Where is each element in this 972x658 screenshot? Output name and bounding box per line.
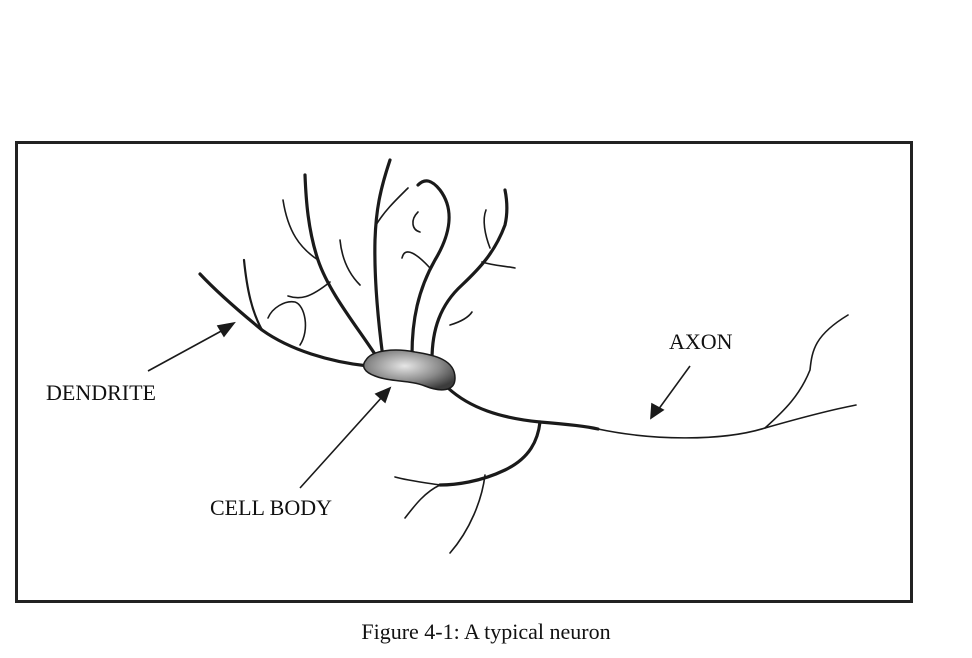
dendrite-arrow-head: [216, 321, 236, 338]
dendrite-upper-4: [430, 188, 509, 362]
axon-thin: [597, 404, 857, 439]
dendrite-upper-2: [373, 158, 392, 360]
dendrite-lower-branch-b: [404, 484, 441, 519]
dendrite-lower-trunk: [438, 420, 542, 487]
dendrite-upper-3-twig-b: [412, 211, 421, 233]
axon-arrow-line: [657, 365, 691, 411]
cell-body-arrow-line: [299, 395, 384, 489]
dendrite-lower-branch-a: [394, 476, 441, 486]
dendrite-label: DENDRITE: [46, 380, 156, 405]
dendrite-upper-1-twig-a: [282, 199, 319, 261]
dendrite-left-branch-2: [267, 300, 307, 346]
dendrite-arrow-line: [147, 328, 226, 372]
axon-terminal-branch: [764, 314, 849, 429]
axon-arrow-head: [650, 402, 665, 420]
cell-body: [363, 349, 456, 391]
dendrite-left-branch-1: [242, 258, 264, 332]
cell-body-arrow-head: [374, 386, 392, 404]
dendrite-lower-branch-c: [449, 474, 486, 554]
axon-label: AXON: [669, 329, 733, 354]
figure-frame: [15, 141, 913, 603]
figure-caption: Figure 4-1: A typical neuron: [361, 619, 611, 644]
axon-trunk: [446, 386, 600, 431]
dendrite-upper-4-twig-a: [481, 261, 516, 269]
dendrite-upper-2-twig-b: [339, 239, 361, 286]
dendrite-upper-4-twig-b: [483, 209, 491, 249]
cell-body-label: CELL BODY: [210, 495, 333, 520]
dendrite-upper-1-twig-b: [287, 281, 331, 299]
dendrite-upper-3-twig: [401, 251, 431, 269]
dendrite-upper-4-twig-c: [449, 311, 473, 326]
dendrite-upper-3: [410, 179, 451, 357]
dendrite-left-trunk: [198, 272, 370, 368]
dendrite-upper-2-twig-a: [375, 187, 409, 226]
dendrite-upper-1: [303, 173, 382, 364]
